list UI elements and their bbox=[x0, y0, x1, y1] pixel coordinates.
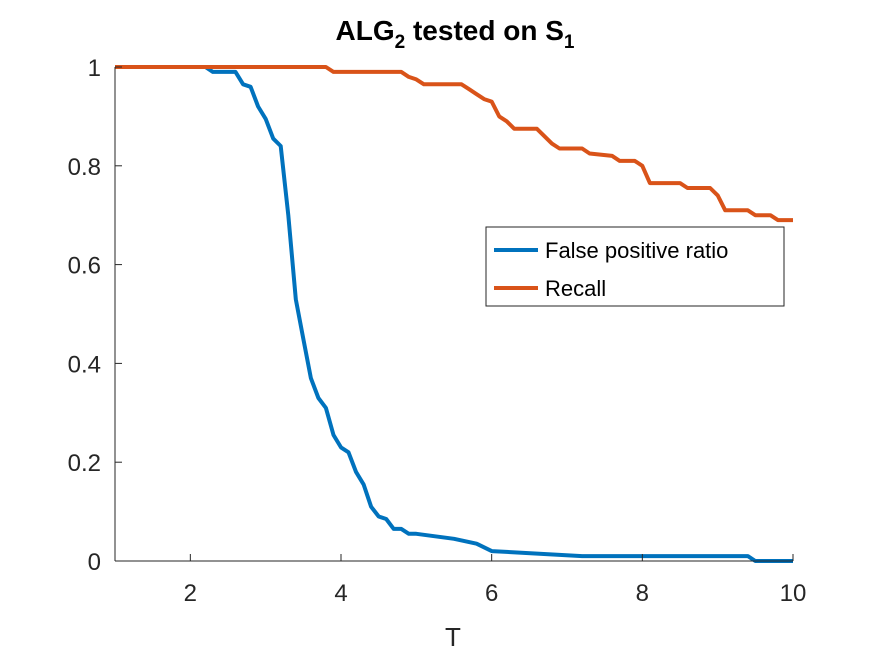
x-tick-label: 6 bbox=[485, 580, 498, 607]
y-tick-label: 0.8 bbox=[68, 154, 101, 181]
x-tick-label: 8 bbox=[636, 580, 649, 607]
x-axis-label: T bbox=[445, 622, 461, 652]
x-tick-label: 4 bbox=[334, 580, 347, 607]
chart-title: ALG2 tested on S1 bbox=[336, 15, 575, 53]
legend-label-recall: Recall bbox=[545, 276, 606, 301]
y-tick-label: 0.2 bbox=[68, 450, 101, 477]
legend-label-false-positive-ratio: False positive ratio bbox=[545, 238, 728, 263]
y-tick-label: 0.4 bbox=[68, 351, 101, 378]
series-line-recall bbox=[115, 65, 793, 223]
ticks-layer: 2 4 6 8 10 0 0.2 0.4 0.6 0.8 1 bbox=[68, 55, 807, 607]
legend-box bbox=[485, 226, 785, 307]
y-tick-label: 1 bbox=[88, 55, 101, 82]
plot-area bbox=[115, 67, 793, 561]
axes-layer bbox=[114, 67, 793, 562]
x-tick-label: 2 bbox=[184, 580, 197, 607]
series-line-false-positive-ratio bbox=[115, 65, 793, 563]
y-tick-label: 0 bbox=[88, 549, 101, 576]
legend: False positive ratio Recall bbox=[485, 226, 785, 307]
y-tick-label: 0.6 bbox=[68, 253, 101, 280]
x-tick-label: 10 bbox=[780, 580, 807, 607]
series-layer bbox=[115, 65, 793, 563]
